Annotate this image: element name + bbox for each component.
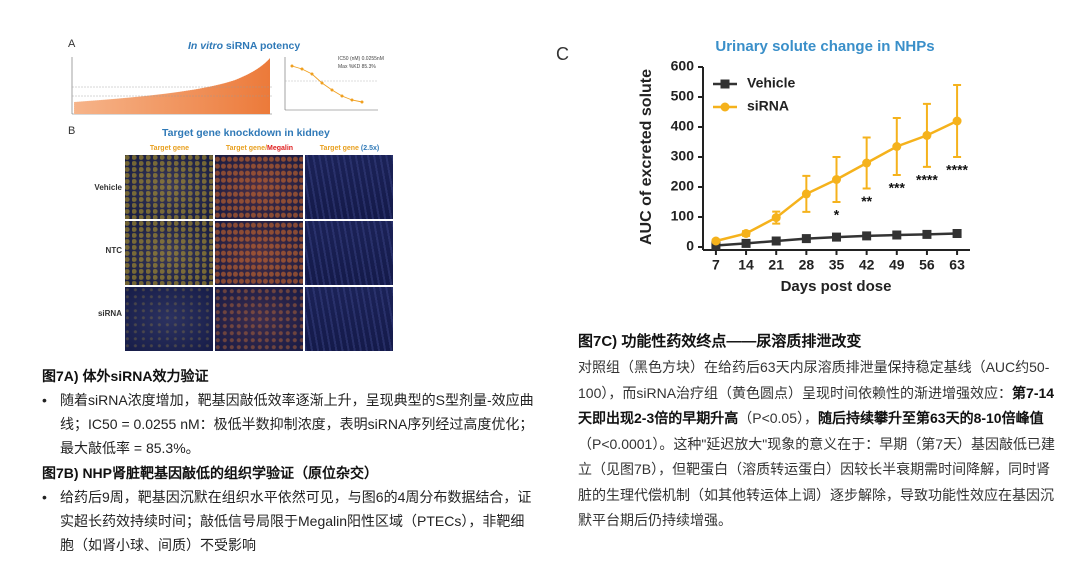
micrograph [125,287,213,351]
text-run: Target gene [149,145,190,152]
y-tick-label: 300 [671,148,695,164]
x-tick-label: 42 [859,257,875,273]
data-point [952,229,962,238]
data-point [741,229,751,238]
panel-label: B [68,125,76,137]
caption-body: 对照组（黑色方块）在给药后63天内尿溶质排泄量保持稳定基线（AUC约50-100… [578,355,1058,534]
data-point [711,236,721,246]
x-tick-label: 21 [768,257,784,273]
chart: Urinary solute change in NHPs Days post … [638,38,970,295]
micrograph [125,221,213,285]
annotation: **** [916,172,938,188]
inset-text: IC50 (nM) 0.0255nM [338,56,384,62]
bullet-text: 随着siRNA浓度增加，靶基因敲低效率逐渐上升，呈现典型的S型剂量-效应曲线；I… [42,388,538,460]
annotation: ** [861,193,872,209]
text-run: siRNA potency [223,40,301,52]
data-point [801,189,811,199]
micrograph [215,221,303,285]
legend-label: Vehicle [747,75,795,91]
y-tick-label: 100 [671,208,695,224]
data-point [862,231,872,241]
text-run: （P<0.0001）。这种"延迟放大"现象的意义在于：早期（第7天）基因敲低已建… [578,435,1056,529]
column-header: Target gene/Megalin [215,145,304,152]
column-header: Target gene [125,145,214,152]
micrograph [305,221,393,285]
text-run: / [265,145,268,152]
panel-title: In vitro siRNA potency [188,40,300,52]
micrograph [215,155,303,219]
data-point [922,130,932,140]
y-tick-label: 400 [671,118,695,134]
chart-title: Urinary solute change in NHPs [715,38,934,55]
data-point [801,234,811,244]
data-point [832,232,841,242]
x-tick-label: 14 [738,257,754,273]
text-run: 对照组（黑色方块）在给药后63天内尿溶质排泄量保持稳定基线（AUC约50-100… [578,359,1050,401]
legend-label: siRNA [747,98,789,114]
legend-marker [720,79,730,89]
text-run: （P<0.05）， [738,410,818,426]
row-label: NTC [105,246,122,255]
panel-a-graphics [71,57,378,115]
x-axis-label: Days post dose [781,278,892,295]
text-run: Target gene [319,145,361,152]
panel-title: Target gene knockdown in kidney [162,127,330,139]
data-point [892,142,902,151]
bullet-text: 给药后9周，靶基因沉默在组织水平依然可见，与图6的4周分布数据结合，证实超长药效… [42,485,538,557]
x-tick-label: 63 [949,257,965,273]
x-tick-label: 28 [799,257,815,273]
y-tick-label: 500 [671,88,695,104]
data-point [832,175,841,184]
micrograph [305,155,393,219]
caption-heading: 图7B) NHP肾脏靶基因敲低的组织学验证（原位杂交） [42,465,379,481]
x-tick-label: 56 [919,257,935,273]
data-point [711,241,721,250]
data-point [771,236,781,246]
row-label: siRNA [97,309,122,318]
data-point [892,230,902,240]
micrograph [125,155,213,219]
x-tick-label: 49 [889,257,905,273]
data-point [922,229,932,239]
micrograph [215,287,303,351]
x-tick-label: 35 [829,257,845,273]
micrograph [305,287,393,351]
annotation: *** [889,180,906,196]
inset-text: Max %KD 85.3% [338,64,376,70]
data-point [952,116,962,126]
text-run: 随后持续攀升至第63天的8-10倍峰值 [818,410,1044,426]
panel-label: A [68,38,76,50]
y-tick-label: 600 [671,58,695,74]
row-label: Vehicle [94,183,122,192]
x-tick-label: 7 [712,257,720,273]
annotation: **** [946,162,968,178]
data-point [862,158,872,168]
panel-label: C [556,44,569,64]
text-run: In vitro [188,40,224,52]
micrograph-grid [125,155,393,351]
y-tick-label: 200 [671,178,695,194]
caption-heading: 图7C) 功能性药效终点——尿溶质排泄改变 [578,333,862,350]
data-point [741,238,751,248]
data-point [771,213,781,223]
text-run: 第7-14天即出现2-3倍的早期升高 [578,384,1055,427]
caption-heading: 图7A) 体外siRNA效力验证 [42,368,209,384]
text-run: Megalin [267,145,294,152]
text-run: (2.5x) [360,145,380,152]
y-tick-label: 0 [686,238,694,254]
legend-marker [720,102,730,112]
text-run: Target gene [225,145,266,152]
column-header: Target gene (2.5x) [305,145,394,152]
annotation: * [834,207,840,223]
y-axis-label: AUC of excreted solute [638,69,655,245]
